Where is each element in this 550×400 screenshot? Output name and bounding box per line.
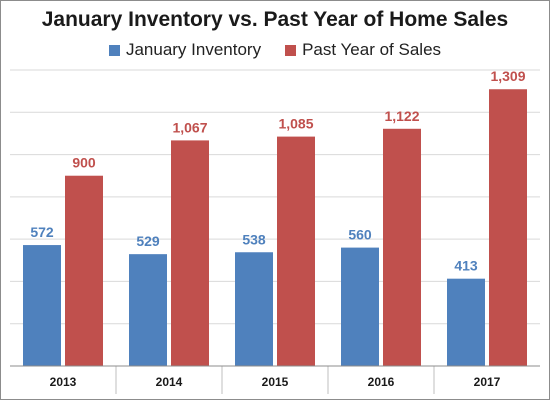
bar-sales-2017: [489, 89, 527, 367]
x-tick-label-2014: 2014: [156, 375, 183, 389]
bar-sales-2015: [277, 136, 315, 366]
bar-sales-2013: [65, 175, 103, 366]
legend-swatch-sales: [285, 44, 297, 56]
bar-sales-2014: [171, 140, 209, 366]
bar-inventory-2016: [341, 247, 379, 366]
legend-swatch-inventory: [108, 44, 120, 56]
data-label-inventory-2014: 529: [136, 233, 160, 249]
x-tick-label-2015: 2015: [262, 375, 289, 389]
legend-label-sales: Past Year of Sales: [302, 40, 442, 59]
bar-inventory-2015: [235, 252, 273, 366]
data-label-sales-2017: 1,309: [490, 68, 525, 84]
data-label-inventory-2013: 572: [30, 224, 54, 240]
data-label-inventory-2017: 413: [454, 258, 478, 274]
bar-inventory-2017: [447, 278, 485, 366]
data-label-sales-2014: 1,067: [172, 119, 207, 135]
x-tick-label-2016: 2016: [368, 375, 395, 389]
chart-title: January Inventory vs. Past Year of Home …: [41, 8, 509, 31]
legend-item-inventory: January Inventory: [108, 40, 262, 60]
x-tick-label-2017: 2017: [474, 375, 501, 389]
bar-inventory-2014: [129, 254, 167, 366]
data-label-inventory-2016: 560: [348, 227, 372, 243]
data-label-inventory-2015: 538: [242, 231, 266, 247]
data-label-sales-2013: 900: [72, 155, 96, 171]
data-label-sales-2016: 1,122: [384, 108, 419, 124]
data-label-sales-2015: 1,085: [278, 116, 313, 132]
legend-item-sales: Past Year of Sales: [285, 40, 441, 60]
x-tick-label-2013: 2013: [50, 375, 77, 389]
legend: January Inventory Past Year of Sales: [0, 40, 550, 60]
bar-inventory-2013: [23, 245, 61, 366]
bar-sales-2016: [383, 128, 421, 366]
legend-label-inventory: January Inventory: [125, 40, 262, 59]
